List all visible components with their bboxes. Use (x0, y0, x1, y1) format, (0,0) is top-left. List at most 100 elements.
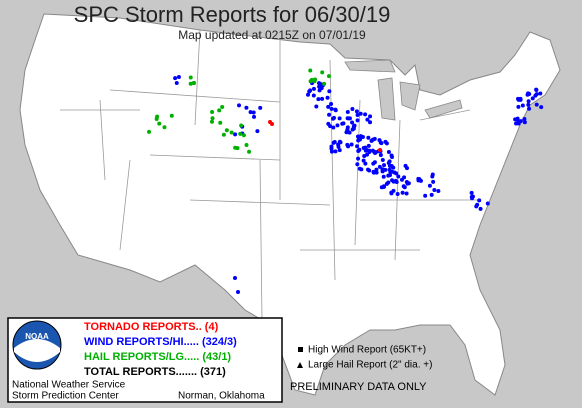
report-dot (485, 201, 490, 206)
report-dot (306, 92, 311, 97)
legend-item: TOTAL REPORTS....... (371) (84, 366, 226, 378)
report-dot (469, 190, 474, 195)
report-dot (235, 146, 240, 151)
report-dot (393, 178, 398, 183)
report-dot (378, 152, 383, 157)
report-dot (308, 68, 313, 73)
report-dot (382, 163, 387, 168)
report-dot (238, 131, 243, 136)
legend-item: HAIL REPORTS/LG..... (43/1) (84, 351, 231, 363)
report-dot (247, 149, 252, 154)
report-dot (313, 77, 318, 82)
report-dot (248, 110, 253, 115)
report-dot (233, 132, 238, 137)
report-dot (236, 290, 240, 294)
report-dot (534, 102, 539, 107)
report-dot (381, 184, 386, 189)
report-dot (377, 164, 382, 169)
report-dot (224, 128, 229, 133)
report-dot (326, 104, 331, 109)
report-dot (244, 105, 249, 110)
report-dot (351, 126, 356, 131)
report-dot (311, 93, 316, 98)
report-dot (373, 150, 378, 155)
report-dot (406, 181, 411, 186)
report-dot (162, 125, 167, 130)
report-dot (358, 111, 363, 116)
report-dot (270, 122, 274, 126)
report-dot (368, 114, 373, 119)
report-dot (360, 135, 365, 140)
report-dot (362, 153, 367, 158)
report-dot (320, 96, 325, 101)
report-dot (314, 104, 319, 109)
report-dot (361, 158, 366, 163)
report-dot (431, 179, 436, 184)
report-dot (356, 149, 361, 154)
report-dot (527, 106, 532, 111)
notice: PRELIMINARY DATA ONLY (290, 381, 427, 393)
report-dot (525, 92, 530, 97)
report-dot (241, 133, 246, 138)
key-square (298, 347, 303, 352)
legend-item: TORNADO REPORTS.. (4) (84, 321, 219, 333)
report-dot (361, 145, 366, 150)
land (19, 13, 561, 396)
report-dot (380, 158, 385, 163)
report-dot (329, 101, 334, 106)
report-dot (530, 96, 535, 101)
report-dot (429, 192, 434, 197)
report-dot (333, 107, 338, 112)
report-dot (308, 88, 313, 93)
report-dot (329, 106, 334, 111)
report-dot (386, 180, 391, 185)
report-dot (478, 206, 483, 211)
report-dot (229, 130, 234, 135)
report-dot (381, 174, 386, 179)
report-dot (534, 88, 539, 93)
report-dot (395, 191, 400, 196)
report-dot (475, 202, 480, 207)
report-dot (363, 161, 368, 166)
report-dot (430, 174, 435, 179)
report-dot (329, 149, 334, 154)
report-dot (355, 118, 360, 123)
report-dot (402, 175, 407, 180)
report-dot (363, 112, 368, 117)
report-dot (188, 75, 193, 80)
report-dot (368, 120, 373, 125)
report-dot (346, 144, 351, 149)
report-dot (331, 115, 336, 120)
report-dot (365, 167, 370, 172)
report-dot (359, 167, 364, 172)
report-dot (384, 141, 389, 146)
report-dot (345, 109, 350, 114)
report-dot (210, 110, 215, 115)
report-dot (173, 76, 178, 81)
report-dot (252, 114, 257, 119)
report-dot (516, 104, 521, 109)
report-dot (192, 80, 197, 85)
legend-item: WIND REPORTS/HI..... (324/3) (84, 336, 237, 348)
report-dot (366, 135, 371, 140)
report-dot (423, 193, 428, 198)
report-dot (470, 196, 475, 201)
report-dot (331, 140, 336, 145)
report-dot (477, 198, 482, 203)
report-dot (147, 129, 152, 134)
report-dot (402, 185, 407, 190)
report-dot (355, 144, 360, 149)
report-dot (539, 105, 544, 110)
report-dot (325, 95, 330, 100)
report-dot (209, 119, 214, 124)
report-dot (355, 162, 360, 167)
report-dot (538, 91, 543, 96)
report-dot (350, 120, 355, 125)
report-dot (320, 70, 325, 75)
report-dot (218, 120, 223, 125)
report-dot (308, 79, 313, 84)
report-dot (331, 125, 336, 130)
report-dot (349, 142, 354, 147)
report-dot (221, 132, 226, 137)
report-dot (335, 123, 340, 128)
